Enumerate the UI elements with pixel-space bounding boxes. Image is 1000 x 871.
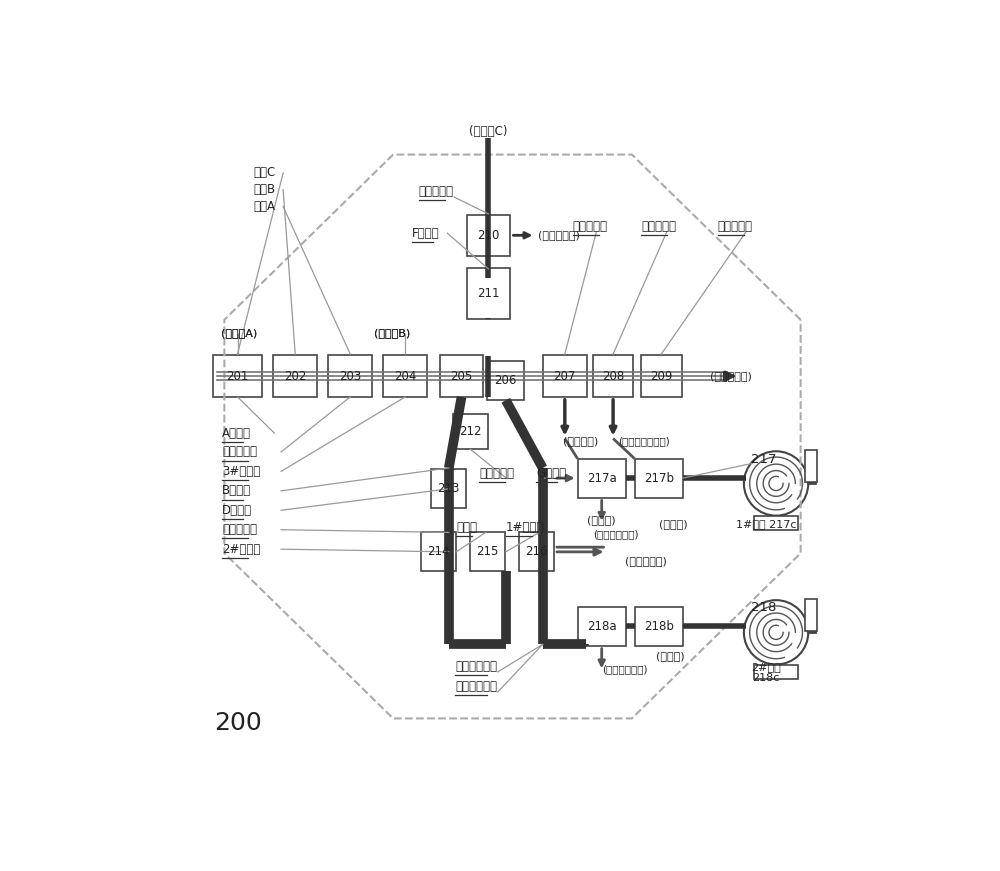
Bar (467, 214, 510, 256)
Text: 3#卸料机: 3#卸料机 (222, 465, 260, 478)
Text: 路径A: 路径A (253, 200, 275, 213)
Text: (玻璃回收口): (玻璃回收口) (538, 230, 580, 240)
Text: (投料口B): (投料口B) (374, 327, 410, 338)
Bar (383, 355, 427, 397)
Text: (铁回收口): (铁回收口) (563, 436, 599, 446)
Text: D输送带: D输送带 (222, 503, 252, 517)
Bar (593, 355, 633, 397)
Text: (投料口C): (投料口C) (469, 125, 508, 138)
Text: 207: 207 (554, 369, 576, 382)
Text: (荚光粉回收口): (荚光粉回收口) (593, 529, 638, 539)
Text: (荚光粉回收口): (荚光粉回收口) (602, 665, 647, 674)
Text: 213: 213 (438, 483, 460, 496)
Text: (江回收): (江回收) (656, 651, 684, 661)
Text: 江灯破壳机: 江灯破壳机 (419, 186, 454, 199)
Bar (754, 665, 798, 679)
Bar (453, 415, 488, 449)
Text: 209: 209 (650, 369, 673, 382)
Text: 210: 210 (477, 229, 500, 242)
Text: 218b: 218b (644, 620, 674, 633)
Text: 2#卸料机: 2#卸料机 (222, 543, 260, 556)
Bar (467, 268, 510, 319)
Text: 217b: 217b (644, 471, 674, 484)
Text: 2#风机
218c: 2#风机 218c (751, 662, 781, 684)
Text: (江回收): (江回收) (587, 516, 616, 525)
Bar (440, 355, 483, 397)
Bar (421, 532, 456, 571)
Text: A输送带: A输送带 (222, 427, 251, 440)
Text: 217: 217 (751, 454, 776, 467)
Bar (487, 361, 524, 401)
Text: 横刀破碎机: 横刀破碎机 (222, 445, 257, 458)
Text: 清洗机: 清洗机 (456, 521, 477, 534)
Text: 212: 212 (459, 425, 481, 438)
Text: 218: 218 (751, 601, 776, 614)
Text: 路径B: 路径B (253, 183, 275, 196)
Text: 215: 215 (476, 545, 499, 558)
Text: G输送机: G输送机 (536, 467, 566, 480)
Text: 218a: 218a (587, 620, 617, 633)
Bar (805, 598, 817, 631)
Text: (有色金属回收口): (有色金属回收口) (618, 436, 670, 446)
Bar (578, 459, 626, 497)
Text: (塑料回收口): (塑料回收口) (710, 371, 752, 381)
Bar (213, 355, 262, 397)
Bar (578, 607, 626, 645)
Bar (431, 469, 466, 509)
Text: 205: 205 (450, 369, 473, 382)
Bar (328, 355, 372, 397)
Text: 202: 202 (284, 369, 306, 382)
Text: B输送带: B输送带 (222, 484, 251, 497)
Text: (投料口A): (投料口A) (221, 327, 257, 338)
Text: 206: 206 (495, 375, 517, 388)
Text: 200: 200 (214, 711, 262, 735)
Bar (470, 532, 505, 571)
Text: 磁选输送机: 磁选输送机 (641, 220, 676, 233)
Bar (273, 355, 317, 397)
Text: (玻璃回收口): (玻璃回收口) (625, 556, 667, 565)
Text: F输送机: F输送机 (412, 226, 440, 240)
Text: 布袋式除尘器: 布袋式除尘器 (455, 660, 497, 673)
Text: 锤式破碎机: 锤式破碎机 (222, 523, 257, 537)
Text: 活性炭过滤器: 活性炭过滤器 (455, 680, 497, 693)
Text: 1#风机 217c: 1#风机 217c (736, 519, 796, 529)
Bar (805, 449, 817, 482)
Text: (投料口B): (投料口B) (374, 327, 410, 338)
Text: 204: 204 (394, 369, 416, 382)
Text: 涡流分选机: 涡流分选机 (718, 220, 753, 233)
Text: 1#卸料机: 1#卸料机 (506, 521, 544, 534)
Text: 217a: 217a (587, 471, 617, 484)
Text: 208: 208 (602, 369, 624, 382)
Bar (519, 532, 554, 571)
Text: 203: 203 (339, 369, 361, 382)
Bar (635, 459, 683, 497)
Text: 214: 214 (427, 545, 450, 558)
Text: 金属破碎机: 金属破碎机 (573, 220, 608, 233)
Text: (投料口A): (投料口A) (221, 327, 257, 338)
Text: 216: 216 (525, 545, 548, 558)
Bar (543, 355, 587, 397)
Text: 路径C: 路径C (253, 166, 275, 179)
Bar (635, 607, 683, 645)
Text: 211: 211 (477, 287, 500, 300)
Bar (754, 516, 798, 530)
Text: 滚筒破碎机: 滚筒破碎机 (479, 467, 514, 480)
Text: 201: 201 (226, 369, 249, 382)
Text: (江回收): (江回收) (659, 519, 688, 529)
Bar (641, 355, 682, 397)
